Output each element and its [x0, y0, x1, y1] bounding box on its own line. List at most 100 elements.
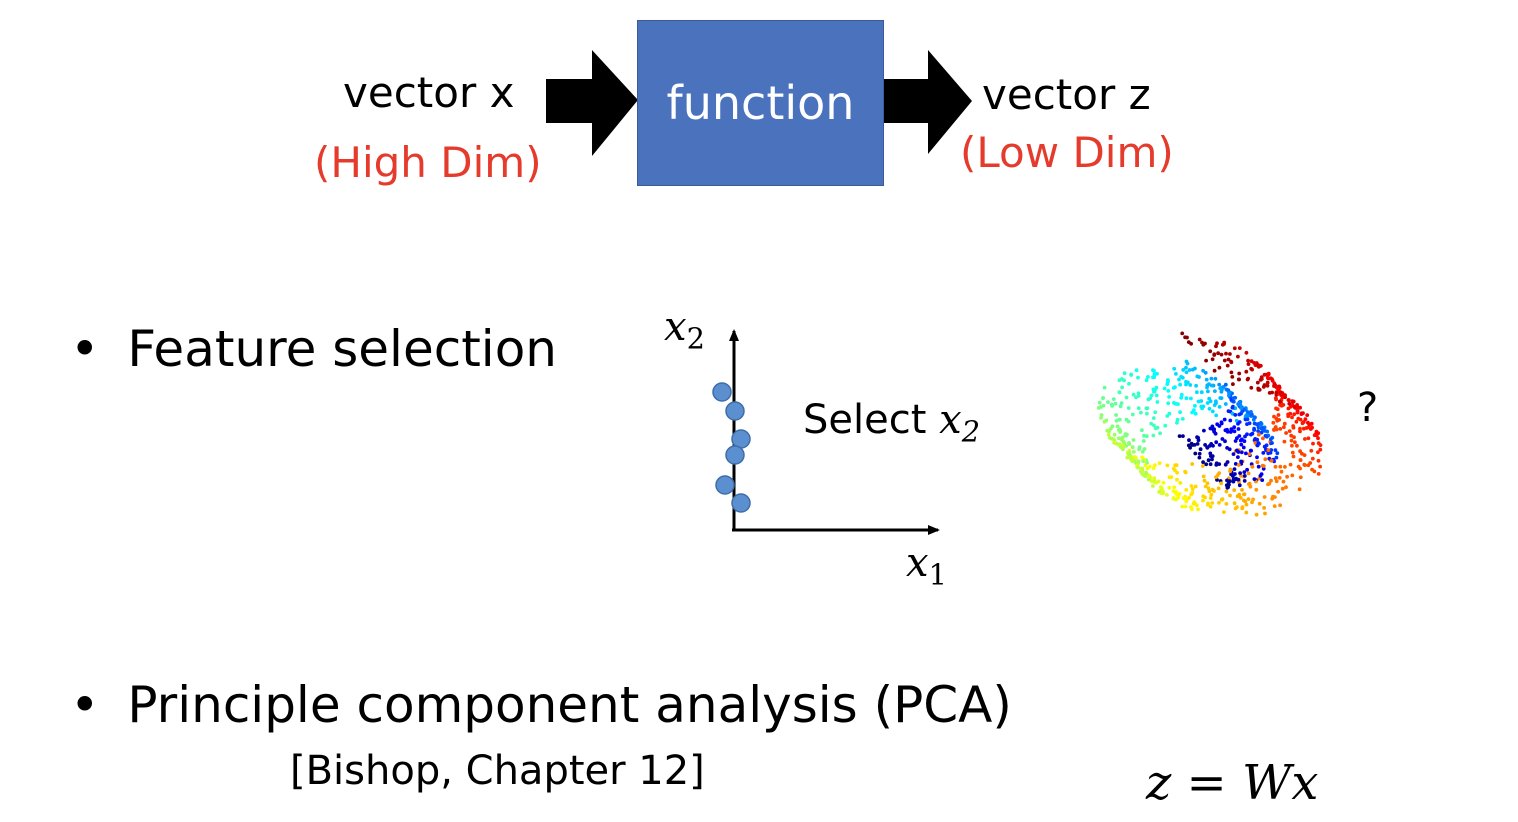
- manifold-point: [1213, 389, 1217, 393]
- manifold-point: [1141, 473, 1146, 478]
- manifold-point: [1261, 385, 1266, 389]
- manifold-point: [1265, 383, 1270, 388]
- manifold-point: [1185, 361, 1190, 366]
- manifold-point: [1127, 441, 1131, 445]
- manifold-point: [1130, 412, 1135, 417]
- manifold-point: [1149, 421, 1154, 426]
- function-box: function: [637, 20, 884, 186]
- manifold-point: [1141, 459, 1146, 463]
- manifold-point: [1134, 368, 1139, 373]
- manifold-point: [1223, 462, 1228, 467]
- manifold-point: [1187, 438, 1191, 443]
- bullet-text: Feature selection: [127, 320, 557, 378]
- manifold-point: [1277, 399, 1282, 404]
- bullet-text: Principle component analysis (PCA): [127, 676, 1012, 734]
- manifold-point: [1284, 431, 1288, 435]
- manifold-point: [1220, 342, 1225, 347]
- manifold-point: [1214, 399, 1218, 404]
- manifold-point: [1206, 458, 1211, 463]
- manifold-point: [1109, 402, 1114, 407]
- manifold-point: [1210, 357, 1215, 362]
- manifold-point: [1209, 492, 1214, 497]
- manifold-point: [1244, 369, 1249, 374]
- data-point: [731, 493, 751, 513]
- manifold-point: [1208, 462, 1213, 467]
- manifold-point: [1190, 462, 1195, 466]
- manifold-point: [1136, 465, 1140, 470]
- manifold-point: [1219, 497, 1224, 502]
- manifold-point: [1283, 465, 1287, 469]
- manifold-point: [1243, 434, 1247, 439]
- manifold-point: [1271, 420, 1276, 425]
- manifold-point: [1287, 401, 1292, 406]
- manifold-point: [1219, 389, 1224, 394]
- manifold-point: [1244, 510, 1249, 515]
- manifold-point: [1273, 448, 1278, 452]
- manifold-point: [1243, 499, 1248, 504]
- manifold-point: [1205, 401, 1210, 405]
- output-label: vector z: [982, 70, 1151, 119]
- manifold-point: [1204, 462, 1209, 467]
- manifold-point: [1243, 417, 1248, 422]
- manifold-point: [1180, 375, 1185, 380]
- manifold-point: [1175, 477, 1179, 482]
- manifold-point: [1222, 358, 1227, 363]
- manifold-point: [1291, 399, 1296, 404]
- manifold-point: [1214, 344, 1218, 349]
- data-point: [715, 475, 735, 495]
- manifold-point: [1174, 490, 1178, 494]
- manifold-point: [1184, 396, 1189, 401]
- manifold-point: [1295, 403, 1299, 407]
- manifold-point: [1250, 464, 1255, 469]
- manifold-point: [1099, 416, 1103, 420]
- manifold-point: [1201, 460, 1205, 464]
- manifold-point: [1248, 448, 1253, 453]
- manifold-point: [1190, 443, 1195, 447]
- manifold-point: [1237, 377, 1241, 382]
- manifold-point: [1142, 447, 1147, 451]
- manifold-point: [1261, 451, 1266, 455]
- manifold-point: [1223, 428, 1228, 433]
- manifold-point: [1235, 448, 1239, 453]
- manifold-point: [1179, 392, 1184, 397]
- manifold-point: [1117, 417, 1122, 422]
- manifold-point: [1131, 392, 1136, 397]
- x-axis-label: x1: [906, 540, 947, 592]
- manifold-point: [1237, 371, 1242, 376]
- manifold-point: [1239, 406, 1244, 410]
- manifold-point: [1151, 416, 1156, 420]
- manifold-point: [1101, 403, 1106, 408]
- manifold-point: [1198, 447, 1203, 452]
- manifold-point: [1310, 456, 1315, 461]
- manifold-point: [1265, 375, 1270, 380]
- manifold-point: [1263, 429, 1267, 433]
- manifold-point: [1108, 426, 1113, 431]
- manifold-point: [1275, 407, 1280, 412]
- input-label: vector x: [343, 68, 515, 117]
- manifold-point: [1269, 478, 1273, 483]
- manifold-point: [1241, 445, 1246, 450]
- manifold-point: [1287, 429, 1292, 433]
- manifold-point: [1195, 442, 1200, 446]
- manifold-point: [1310, 425, 1314, 430]
- manifold-point: [1207, 489, 1212, 494]
- manifold-point: [1144, 470, 1148, 475]
- manifold-point: [1237, 412, 1242, 417]
- manifold-point: [1145, 411, 1149, 416]
- manifold-point: [1227, 390, 1231, 395]
- bullet-dot-icon: •: [70, 320, 100, 378]
- manifold-point: [1153, 463, 1157, 467]
- manifold-point: [1217, 471, 1222, 475]
- manifold-point: [1167, 395, 1171, 399]
- manifold-point: [1217, 443, 1222, 447]
- manifold-point: [1175, 470, 1179, 475]
- manifold-point: [1177, 434, 1182, 438]
- manifold-point: [1185, 380, 1190, 385]
- data-point: [712, 382, 732, 402]
- manifold-point: [1212, 429, 1217, 434]
- manifold-point: [1291, 454, 1296, 459]
- manifold-point: [1226, 409, 1231, 413]
- manifold-point: [1306, 420, 1310, 425]
- manifold-point: [1209, 454, 1213, 458]
- manifold-point: [1219, 481, 1224, 486]
